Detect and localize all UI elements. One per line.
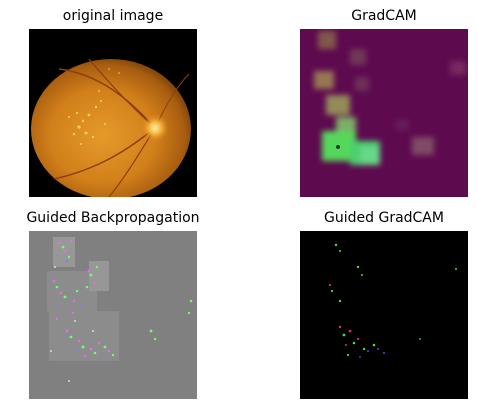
gradcam-title: GradCAM [351, 8, 417, 24]
original-image-panel [29, 29, 197, 197]
guided-backprop-panel [29, 231, 197, 399]
guided-gradcam-panel [300, 231, 468, 399]
guided-backprop-title: Guided Backpropagation [26, 210, 200, 226]
original-image-title: original image [62, 8, 164, 24]
fundus-image [29, 29, 197, 197]
gradcam-heatmap [300, 29, 468, 197]
gradcam-panel [300, 29, 468, 197]
guided-gradcam-image [300, 231, 468, 399]
guided-backprop-image [29, 231, 197, 399]
guided-gradcam-title: Guided GradCAM [324, 210, 444, 226]
